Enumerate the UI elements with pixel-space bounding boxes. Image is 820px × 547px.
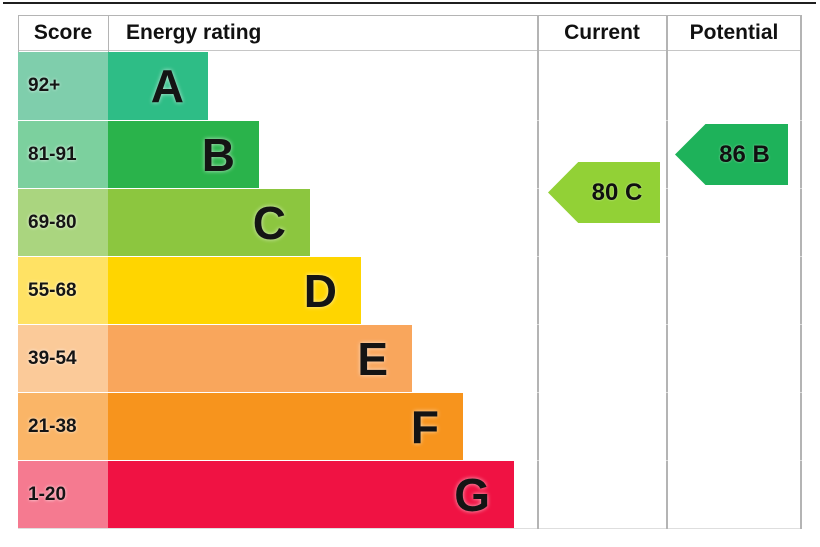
band-bar-a: A bbox=[108, 52, 208, 120]
grid-line-table-bottom bbox=[18, 528, 802, 529]
grid-line-current-column bbox=[537, 15, 539, 529]
grid-line-right bbox=[800, 15, 802, 529]
band-row-g: 1-20 G bbox=[18, 460, 802, 528]
band-bar-g: G bbox=[108, 461, 514, 528]
score-range-label-b: 81-91 bbox=[28, 143, 77, 165]
band-bar-f: F bbox=[108, 393, 463, 460]
current-rating-label: 80 C bbox=[591, 178, 643, 206]
band-letter-c: C bbox=[252, 196, 286, 249]
band-letter-b: B bbox=[201, 128, 235, 181]
score-range-label-e: 39-54 bbox=[28, 347, 77, 369]
score-cell-g: 1-20 bbox=[18, 461, 108, 528]
potential-column-header: Potential bbox=[689, 20, 779, 44]
band-letter-a: A bbox=[150, 60, 184, 112]
score-cell-a: 92+ bbox=[18, 52, 108, 120]
score-cell-d: 55-68 bbox=[18, 257, 108, 324]
potential-rating-arrow: 86 B bbox=[675, 124, 788, 185]
energy-rating-column-header: Energy rating bbox=[126, 20, 262, 44]
band-row-c: 69-80 C bbox=[18, 188, 802, 256]
grid-line-header-top bbox=[18, 15, 802, 16]
band-letter-f: F bbox=[410, 400, 439, 453]
grid-line-header-bottom bbox=[18, 50, 802, 51]
band-bar-b: B bbox=[108, 121, 259, 188]
band-row-a: 92+ A bbox=[18, 52, 802, 120]
band-bar-d: D bbox=[108, 257, 361, 324]
score-range-label-g: 1-20 bbox=[28, 483, 67, 505]
score-cell-b: 81-91 bbox=[18, 121, 108, 188]
score-range-label-c: 69-80 bbox=[28, 211, 77, 233]
score-range-label-a: 92+ bbox=[28, 75, 61, 96]
score-column-header: Score bbox=[33, 20, 93, 44]
score-cell-c: 69-80 bbox=[18, 189, 108, 256]
band-row-b: 81-91 B bbox=[18, 120, 802, 188]
grid-line-score-divider bbox=[108, 15, 109, 52]
grid-line-potential-column bbox=[666, 15, 668, 529]
top-divider-line bbox=[3, 2, 816, 4]
band-letter-e: E bbox=[357, 332, 388, 385]
band-letter-d: D bbox=[303, 264, 337, 317]
score-range-label-d: 55-68 bbox=[28, 279, 77, 301]
score-cell-f: 21-38 bbox=[18, 393, 108, 460]
grid-line-left bbox=[18, 15, 19, 52]
band-row-e: 39-54 E bbox=[18, 324, 802, 392]
score-range-label-f: 21-38 bbox=[28, 415, 77, 437]
band-row-f: 21-38 F bbox=[18, 392, 802, 460]
potential-rating-label: 86 B bbox=[719, 140, 770, 168]
band-letter-g: G bbox=[454, 468, 490, 521]
band-row-d: 55-68 D bbox=[18, 256, 802, 324]
current-column-header: Current bbox=[564, 20, 640, 44]
band-bar-e: E bbox=[108, 325, 412, 392]
score-cell-e: 39-54 bbox=[18, 325, 108, 392]
band-bar-c: C bbox=[108, 189, 310, 256]
